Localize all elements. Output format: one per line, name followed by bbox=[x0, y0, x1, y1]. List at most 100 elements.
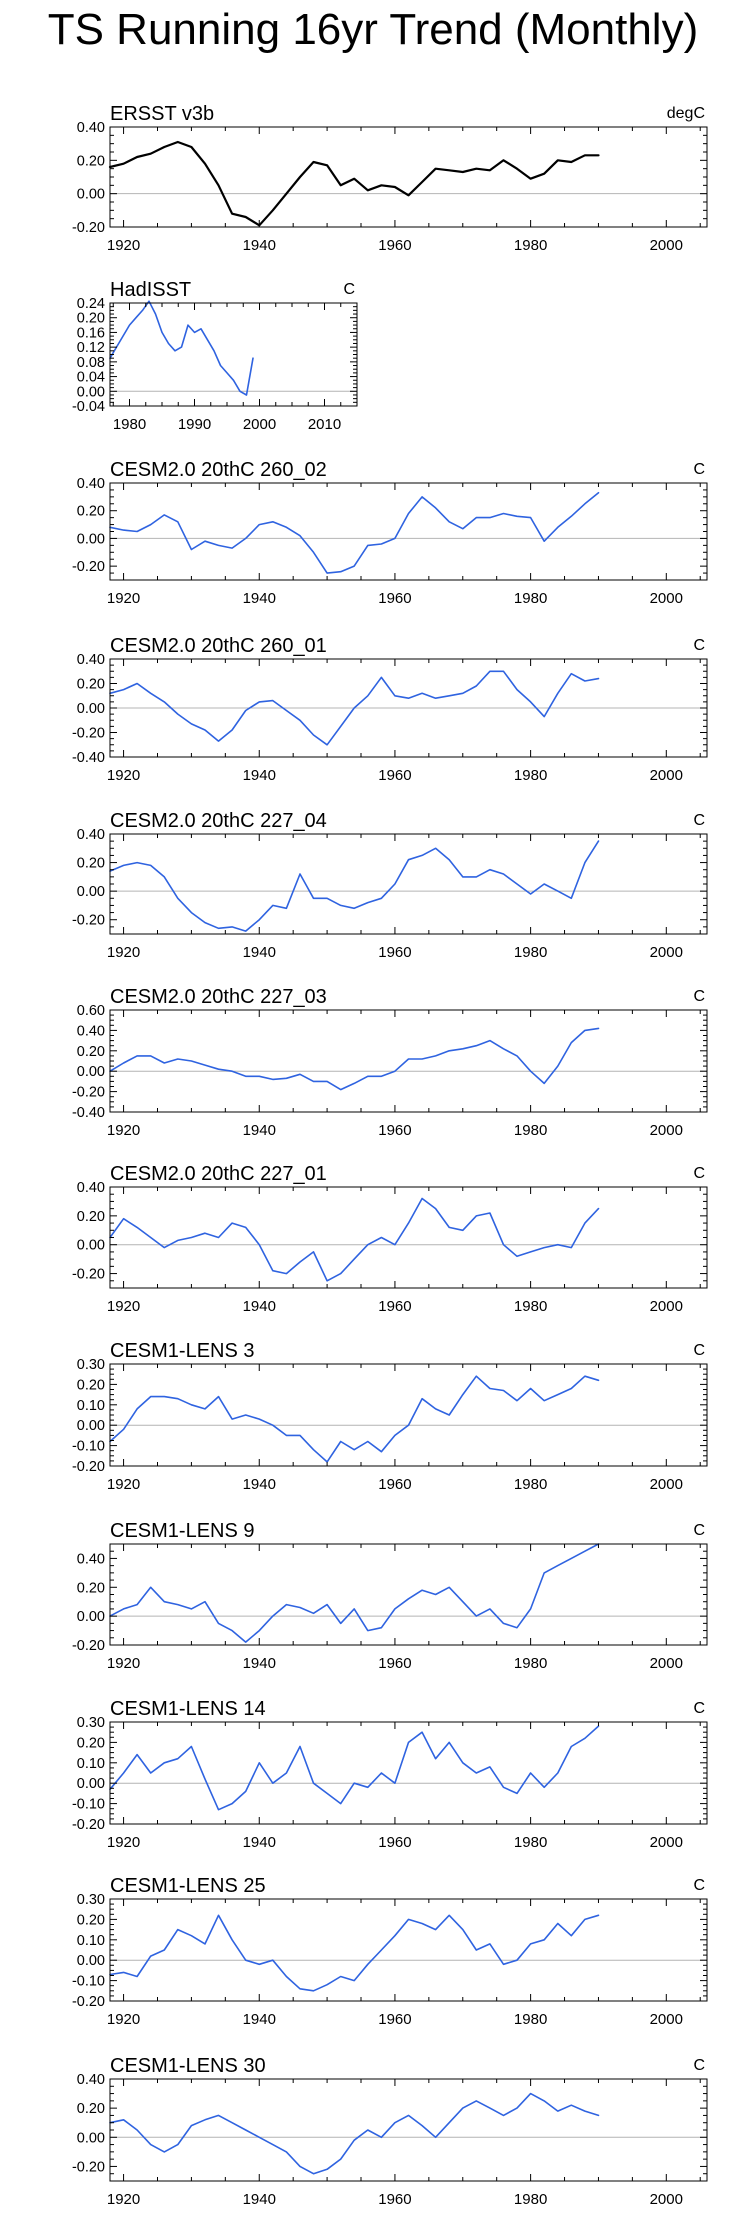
series-line bbox=[109, 1027, 600, 1091]
x-tick-label: 1960 bbox=[378, 944, 411, 961]
x-tick-label: 1940 bbox=[243, 767, 276, 784]
x-tick-label: 1940 bbox=[243, 237, 276, 254]
y-tick-label: 0.20 bbox=[77, 1377, 105, 1393]
y-tick-label: 0.00 bbox=[77, 884, 105, 900]
y-tick-label: -0.10 bbox=[72, 1797, 105, 1813]
chart-panel: 1920 1940 1960 1980 2000 -0.20 0.00 0.20 0.40 CES… bbox=[72, 2055, 708, 2208]
x-tick-label: 1960 bbox=[378, 767, 411, 784]
y-tick-label: 0.40 bbox=[77, 1180, 105, 1196]
x-tick-label: 1940 bbox=[243, 1476, 276, 1493]
plot-frame bbox=[109, 482, 708, 581]
x-tick-label: 1940 bbox=[243, 944, 276, 961]
x-tick-label: 1920 bbox=[107, 2191, 140, 2208]
y-tick-label: 0.20 bbox=[77, 1580, 105, 1596]
plot-frame bbox=[109, 126, 708, 228]
y-tick-label: 0.30 bbox=[77, 1715, 105, 1731]
x-tick-label: 2000 bbox=[650, 767, 683, 784]
x-tick-label: 2000 bbox=[650, 1122, 683, 1139]
y-tick-label: 0.00 bbox=[77, 2130, 105, 2146]
y-tick-label: 0.00 bbox=[77, 531, 105, 547]
plot-frame bbox=[109, 1898, 708, 2002]
x-tick-label: 2000 bbox=[650, 1476, 683, 1493]
panel-units: degC bbox=[667, 105, 705, 122]
series-line bbox=[109, 491, 600, 574]
y-tick-label: 0.00 bbox=[77, 1776, 105, 1792]
y-tick-label: 0.40 bbox=[77, 1551, 105, 1567]
x-tick-label: 1960 bbox=[378, 1834, 411, 1851]
x-tick-label: 1980 bbox=[514, 944, 547, 961]
y-tick-label: 0.20 bbox=[77, 153, 105, 169]
x-tick-label: 1940 bbox=[243, 2191, 276, 2208]
y-tick-label: -0.20 bbox=[72, 220, 105, 236]
y-tick-label: -0.40 bbox=[72, 750, 105, 766]
chart-panel: 1920 1940 1960 1980 2000 -0.20 -0.10 0.00 0.10 0.… bbox=[72, 1875, 708, 2028]
y-tick-label: 0.00 bbox=[77, 187, 105, 203]
x-tick-label: 1980 bbox=[514, 590, 547, 607]
panel-units: C bbox=[693, 2057, 705, 2074]
x-tick-label: 2000 bbox=[243, 416, 276, 433]
x-tick-label: 1920 bbox=[107, 1655, 140, 1672]
plot-frame bbox=[109, 1009, 708, 1113]
y-tick-label: -0.20 bbox=[72, 1638, 105, 1654]
y-tick-label: 0.40 bbox=[77, 2072, 105, 2088]
x-tick-label: 1920 bbox=[107, 237, 140, 254]
y-tick-label: -0.20 bbox=[72, 1459, 105, 1475]
panel-units: C bbox=[693, 812, 705, 829]
chart-panel: 1920 1940 1960 1980 2000 -0.20 -0.10 0.00 0.10 0.… bbox=[72, 1340, 708, 1493]
y-tick-label: 0.00 bbox=[77, 1238, 105, 1254]
panel-title: CESM1-LENS 30 bbox=[110, 2055, 266, 2077]
x-tick-label: 1980 bbox=[514, 1476, 547, 1493]
x-tick-label: 1940 bbox=[243, 590, 276, 607]
x-tick-label: 1920 bbox=[107, 944, 140, 961]
panel-title: CESM2.0 20thC 227_01 bbox=[110, 1163, 327, 1185]
series-line bbox=[109, 1543, 600, 1643]
chart-panel: 1920 1940 1960 1980 2000 -0.20 0.00 0.20 0.40 CES… bbox=[72, 459, 708, 607]
x-tick-label: 1980 bbox=[514, 767, 547, 784]
x-tick-label: 1940 bbox=[243, 1834, 276, 1851]
y-tick-label: -0.20 bbox=[72, 559, 105, 575]
y-tick-label: 0.20 bbox=[77, 1735, 105, 1751]
y-tick-label: -0.20 bbox=[72, 1994, 105, 2010]
y-tick-label: 0.60 bbox=[77, 1003, 105, 1019]
plot-frame bbox=[109, 1186, 708, 1289]
series-line bbox=[109, 1914, 600, 1992]
y-tick-label: 0.20 bbox=[77, 2101, 105, 2117]
y-tick-label: -0.10 bbox=[72, 1439, 105, 1455]
plot-frame bbox=[109, 1721, 708, 1825]
series-line bbox=[109, 840, 600, 932]
panel-title: CESM2.0 20thC 260_01 bbox=[110, 635, 327, 657]
panel-title: CESM2.0 20thC 227_03 bbox=[110, 986, 327, 1008]
panel-units: C bbox=[693, 1877, 705, 1894]
panel-title: CESM1-LENS 14 bbox=[110, 1698, 266, 1720]
y-tick-label: 0.10 bbox=[77, 1756, 105, 1772]
y-tick-label: 0.20 bbox=[77, 677, 105, 693]
x-tick-label: 1940 bbox=[243, 2011, 276, 2028]
y-tick-label: -0.40 bbox=[72, 1105, 105, 1121]
y-tick-label: -0.20 bbox=[72, 1817, 105, 1833]
y-tick-label: 0.40 bbox=[77, 827, 105, 843]
panel-units: C bbox=[693, 1700, 705, 1717]
panel-title: HadISST bbox=[110, 279, 191, 301]
chart-panel: 1920 1940 1960 1980 2000 -0.20 0.00 0.20 0.40 ERS… bbox=[72, 103, 708, 254]
panel-units: C bbox=[693, 461, 705, 478]
y-tick-label: 0.10 bbox=[77, 1398, 105, 1414]
x-tick-label: 2000 bbox=[650, 1655, 683, 1672]
x-tick-label: 2010 bbox=[308, 416, 341, 433]
plot-frame bbox=[109, 2078, 708, 2182]
x-tick-label: 1960 bbox=[378, 590, 411, 607]
series-line bbox=[109, 670, 600, 746]
plot-frame bbox=[109, 1543, 708, 1646]
plot-frame bbox=[109, 302, 358, 407]
y-tick-label: -0.04 bbox=[72, 399, 105, 415]
panel-title: CESM1-LENS 9 bbox=[110, 1520, 255, 1542]
x-tick-label: 1920 bbox=[107, 1476, 140, 1493]
chart-panel: 1920 1940 1960 1980 2000 -0.40 -0.20 0.00 0.20 0.… bbox=[72, 635, 708, 784]
x-tick-label: 2000 bbox=[650, 237, 683, 254]
x-tick-label: 1960 bbox=[378, 237, 411, 254]
series-line bbox=[109, 1375, 600, 1463]
x-tick-label: 1980 bbox=[514, 2191, 547, 2208]
y-tick-label: 0.00 bbox=[77, 1953, 105, 1969]
x-tick-label: 2000 bbox=[650, 2011, 683, 2028]
plot-frame bbox=[109, 1363, 708, 1467]
